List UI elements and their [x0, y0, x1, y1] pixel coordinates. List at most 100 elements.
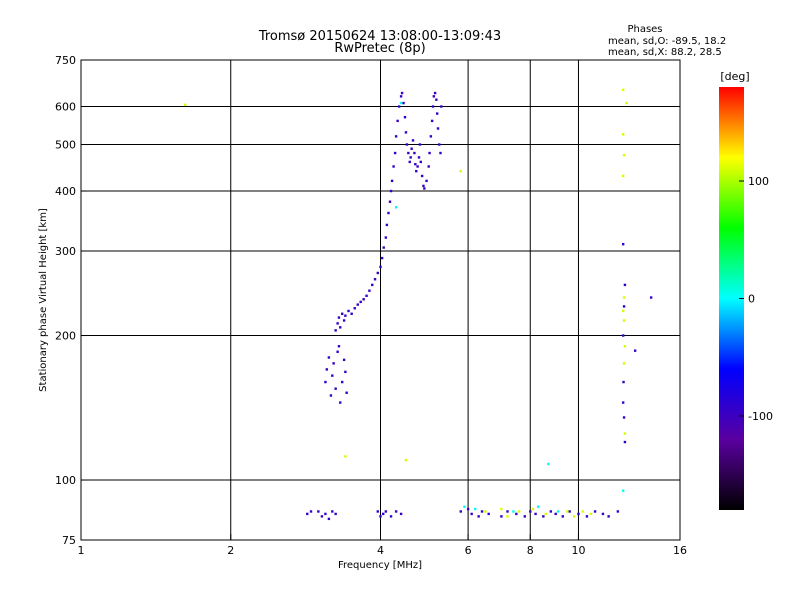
- x-tick-label: 8: [527, 544, 534, 557]
- data-point: [327, 356, 331, 359]
- data-point: [350, 312, 353, 315]
- data-point: [431, 105, 435, 108]
- data-point: [320, 515, 324, 518]
- data-point: [554, 512, 557, 516]
- data-point: [344, 370, 347, 374]
- data-point: [376, 271, 379, 275]
- data-point: [392, 165, 395, 168]
- data-point: [585, 515, 589, 518]
- data-point: [336, 350, 339, 353]
- y-tick-label: 750: [55, 54, 76, 67]
- data-point: [506, 515, 509, 518]
- data-point: [625, 101, 628, 105]
- data-point: [622, 362, 626, 365]
- data-point: [399, 95, 403, 98]
- x-tick-label: 10: [571, 544, 585, 557]
- y-tick-label: 400: [55, 185, 76, 198]
- data-point: [633, 349, 637, 352]
- y-tick-label: 300: [55, 245, 76, 258]
- data-point: [616, 510, 620, 513]
- stats-header: Phases: [627, 24, 662, 35]
- data-point: [515, 512, 518, 516]
- data-point: [359, 300, 362, 304]
- data-point: [394, 206, 398, 209]
- data-point: [368, 289, 371, 292]
- x-tick-label: 16: [673, 544, 687, 557]
- data-point: [621, 334, 625, 337]
- x-tick-label: 2: [227, 544, 234, 557]
- data-point: [345, 391, 348, 394]
- data-point: [324, 512, 327, 516]
- data-point: [404, 458, 408, 462]
- data-point: [411, 139, 415, 142]
- data-point: [397, 105, 401, 108]
- data-point: [621, 489, 625, 492]
- data-point: [531, 507, 535, 511]
- data-point: [419, 160, 422, 164]
- data-point: [379, 515, 382, 518]
- data-point: [589, 512, 593, 516]
- data-point: [459, 169, 462, 173]
- data-point: [549, 510, 553, 513]
- data-point: [414, 162, 417, 166]
- data-point: [577, 512, 580, 516]
- data-point: [432, 95, 436, 98]
- data-point: [384, 236, 388, 239]
- data-point: [337, 316, 341, 319]
- data-point: [331, 374, 334, 377]
- data-point: [332, 362, 335, 365]
- y-tick-label: 75: [62, 534, 76, 547]
- data-point: [416, 165, 419, 168]
- chart-subtitle: RwPretec (8p): [334, 41, 425, 56]
- data-point: [329, 394, 333, 397]
- data-point: [430, 119, 434, 123]
- data-point: [394, 510, 398, 513]
- data-point: [621, 401, 625, 404]
- y-axis-label: Stationary phase Virtual Height [km]: [38, 208, 49, 392]
- data-point: [534, 512, 537, 516]
- data-point: [593, 510, 597, 513]
- data-point: [649, 296, 653, 299]
- data-point: [404, 131, 408, 134]
- data-point: [408, 160, 411, 164]
- data-point: [429, 135, 433, 138]
- data-point: [340, 312, 344, 315]
- colorbar-tick-label: 0: [748, 293, 755, 306]
- data-point: [622, 296, 626, 299]
- data-point: [382, 246, 385, 249]
- data-point: [621, 174, 625, 178]
- data-point: [506, 510, 509, 513]
- data-point: [435, 112, 439, 115]
- data-point: [529, 510, 532, 513]
- data-point: [439, 151, 442, 155]
- data-point: [347, 309, 350, 313]
- data-point: [389, 515, 393, 518]
- data-point: [542, 515, 545, 518]
- data-point: [566, 510, 569, 513]
- data-point: [438, 143, 441, 146]
- data-point: [396, 119, 399, 123]
- data-point: [622, 154, 626, 157]
- data-point: [470, 512, 473, 516]
- data-point: [477, 515, 480, 518]
- data-point: [344, 455, 347, 458]
- data-point: [480, 510, 484, 513]
- data-point: [373, 278, 377, 281]
- data-point: [409, 156, 412, 159]
- data-point: [484, 510, 487, 513]
- data-point: [402, 101, 405, 105]
- data-point: [384, 510, 388, 513]
- stats-line-x: mean, sd,X: 88.2, 28.5: [608, 47, 722, 58]
- data-point: [380, 256, 384, 260]
- data-point: [435, 98, 438, 101]
- x-axis-label: Frequency [MHz]: [338, 560, 422, 571]
- data-point: [394, 135, 398, 138]
- data-point: [537, 505, 540, 508]
- data-point: [572, 515, 576, 518]
- data-point: [423, 187, 426, 190]
- colorbar-tick-label: 100: [748, 175, 769, 188]
- data-point: [621, 88, 625, 92]
- data-point: [337, 345, 341, 348]
- data-point: [440, 105, 443, 108]
